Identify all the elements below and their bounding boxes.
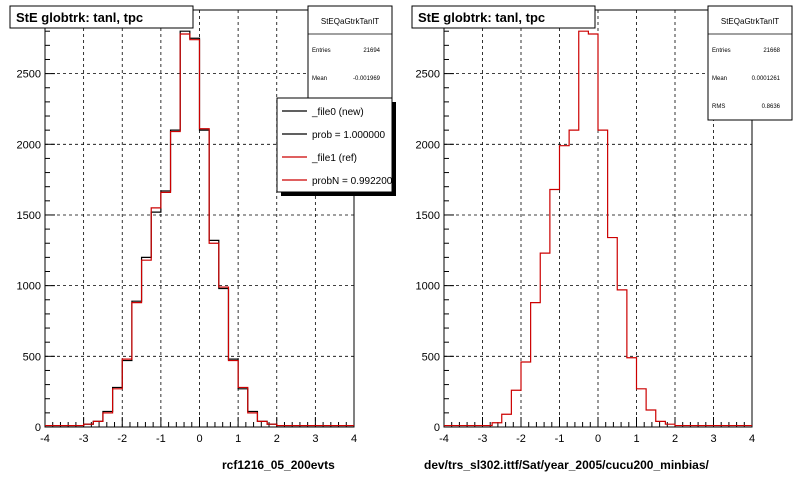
histogram-series--file1-ref- (45, 33, 354, 427)
chart-title: StE globtrk: tanl, tpc (16, 10, 143, 25)
legend-entry: _file0 (new) (311, 107, 364, 118)
y-tick-label: 1500 (17, 210, 41, 222)
x-tick-label: -2 (117, 433, 127, 445)
x-tick-label: 1 (235, 433, 241, 445)
x-tick-label: -3 (478, 433, 488, 445)
left-x-axis-label: rcf1216_05_200evts (222, 458, 335, 472)
stats-value: 0.0001261 (752, 76, 781, 82)
x-tick-label: 0 (595, 433, 601, 445)
stats-label: Entries (712, 48, 731, 54)
title-box (411, 5, 596, 29)
legend-box (276, 97, 393, 193)
stats-box-name: StEQaGtrkTanlT (721, 17, 779, 26)
stats-value: 21694 (363, 48, 380, 54)
left-panel: -4 -3 -2 -1 0 1 2 3 4 0 500 1000 1500 2000 2500 StE glo… (9, 5, 396, 445)
y-tick-label: 1500 (416, 210, 440, 222)
y-tick-label: 2500 (17, 69, 41, 81)
stats-value: -0.001969 (353, 76, 381, 82)
y-tick-label: 2000 (17, 139, 41, 151)
y-tick-label: 0 (35, 422, 41, 434)
x-tick-label: 1 (633, 433, 639, 445)
histogram-series (444, 30, 752, 427)
right-x-axis-label: dev/trs_sl302.ittf/Sat/year_2005/cucu200… (424, 458, 709, 472)
stats-box-name: StEQaGtrkTanlT (321, 17, 379, 26)
x-tick-label: 2 (274, 433, 280, 445)
legend-entry: prob = 1.000000 (312, 130, 386, 141)
x-tick-label: -1 (156, 433, 166, 445)
y-tick-label: 2500 (416, 69, 440, 81)
x-tick-label: 2 (672, 433, 678, 445)
x-tick-label: -1 (555, 433, 565, 445)
stats-box (307, 5, 393, 107)
chart-title: StE globtrk: tanl, tpc (418, 10, 545, 25)
stats-label: Mean (312, 76, 327, 82)
stats-value: 0.8636 (762, 104, 781, 110)
x-tick-label: -3 (79, 433, 89, 445)
right-panel: -4 -3 -2 -1 0 1 2 3 4 0 500 1000 1500 2000 2500 StE glo… (411, 5, 793, 445)
y-tick-label: 2000 (416, 139, 440, 151)
x-tick-label: -4 (439, 433, 449, 445)
y-tick-label: 0 (434, 422, 440, 434)
title-box (9, 5, 194, 29)
x-tick-label: 4 (351, 433, 357, 445)
x-tick-label: 3 (312, 433, 318, 445)
legend-entry: _file1 (ref) (311, 153, 357, 164)
stats-label: Mean (712, 76, 727, 82)
legend-entry: probN = 0.992200 (312, 176, 393, 187)
x-tick-label: 0 (196, 433, 202, 445)
stats-value: 21668 (763, 48, 780, 54)
x-tick-label: 3 (710, 433, 716, 445)
stats-label: Entries (312, 48, 331, 54)
y-tick-label: 500 (23, 351, 41, 363)
y-tick-label: 1000 (416, 281, 440, 293)
x-tick-label: -4 (40, 433, 50, 445)
stats-label: RMS (712, 104, 725, 110)
x-tick-label: 4 (749, 433, 755, 445)
stats-box (707, 5, 793, 121)
y-tick-label: 1000 (17, 281, 41, 293)
y-tick-label: 500 (422, 351, 440, 363)
x-tick-label: -2 (516, 433, 526, 445)
